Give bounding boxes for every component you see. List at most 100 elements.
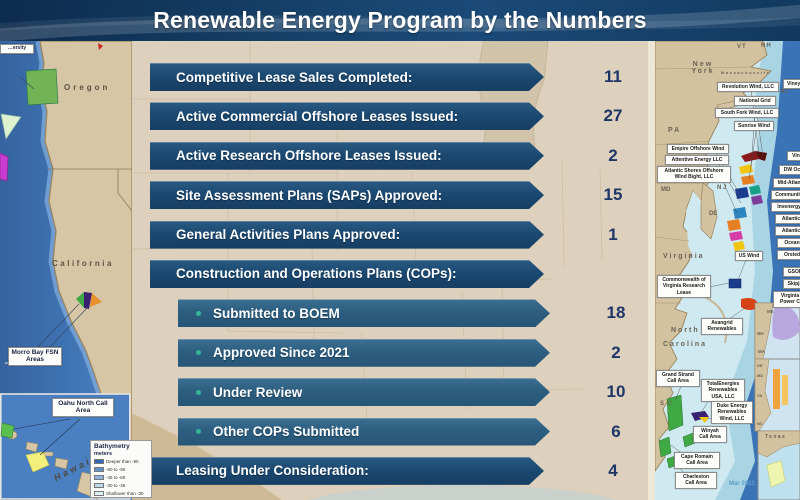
map-date-note: Mar 2023: [729, 481, 755, 487]
stat-banner: Other COPs Submitted: [178, 418, 550, 446]
state-label-sc: S C: [660, 401, 674, 407]
stat-row-sub: Under Review 10: [132, 378, 648, 406]
stat-banner: Leasing Under Consideration:: [150, 457, 544, 485]
inset-label-nh: NH: [757, 331, 764, 336]
state-label-pa: PA: [668, 127, 682, 134]
east-coast-map: VT NH New York Massachusetts R.I PA N J …: [648, 41, 800, 500]
edge-label-mid-atlantic: Mid-Atlant: [773, 178, 800, 189]
west-map-graphic: [0, 41, 132, 500]
central-atlantic-inset: [754, 358, 800, 432]
bullet-icon: [196, 429, 201, 434]
legend-item: -60 to -90: [94, 466, 148, 474]
state-label-de: DE: [709, 211, 718, 217]
stat-row: Leasing Under Consideration: 4: [132, 457, 648, 485]
stat-banner: General Activities Plans Approved:: [150, 221, 544, 249]
edge-label-atlantic-1: Atlantic: [775, 214, 800, 225]
stat-value: 2: [608, 145, 618, 165]
stat-banner: Submitted to BOEM: [178, 299, 550, 327]
stat-banner: Site Assessment Plans (SAPs) Approved:: [150, 181, 544, 209]
stat-row-sub: Other COPs Submitted 6: [132, 418, 648, 446]
bullet-icon: [196, 350, 201, 355]
legend-swatch: [94, 467, 104, 473]
legend-units: meters: [94, 450, 113, 457]
gulf-of-maine-inset: [754, 302, 800, 360]
label-us-wind: US Wind: [735, 251, 763, 262]
morro-leader-line-1: [35, 303, 80, 350]
edge-label-dw: DW Oc: [779, 165, 800, 176]
stat-row: Site Assessment Plans (SAPs) Approved: 1…: [132, 181, 648, 209]
label-grand-strand: Grand Strand Call Area: [656, 370, 700, 387]
magenta-lease-patch: [0, 152, 9, 182]
carolina-call-area-patches: [658, 394, 696, 469]
stats-panel: Competitive Lease Sales Completed: 11 Ac…: [132, 41, 648, 500]
stat-banner: Under Review: [178, 378, 550, 406]
ny-nj-lease-patches: [727, 151, 767, 251]
morro-bay-patch-green: [76, 292, 84, 308]
oahu-patch-yellow: [25, 451, 50, 473]
edge-label-gsoe: GSOE: [783, 267, 800, 278]
morro-bay-patch-orange: [90, 293, 102, 307]
edge-label-vineyard: Vineya: [783, 79, 800, 90]
legend-item: Deeper than -90: [94, 458, 148, 466]
label-atlantic-shores: Atlantic Shores Offshore Wind Bight, LLC: [657, 166, 731, 183]
stat-value: 11: [604, 67, 622, 86]
state-label-md: MD: [661, 187, 671, 193]
edge-label-community: Community: [771, 190, 800, 201]
legend-item: -45 to -60: [94, 474, 148, 482]
bullet-icon: [196, 390, 201, 395]
stat-value: 6: [611, 421, 621, 441]
label-revolution-wind: Revolution Wind, LLC: [717, 82, 779, 93]
state-label-north-carolina-1: North: [671, 327, 700, 334]
stat-row: Active Commercial Offshore Leases Issued…: [132, 102, 648, 130]
stat-value: 1: [608, 224, 618, 244]
label-avangrid: Avangrid Renewables: [701, 318, 743, 335]
stat-row: General Activities Plans Approved: 1: [132, 221, 648, 249]
chesapeake-bay: [686, 191, 705, 267]
stat-value: 18: [606, 303, 626, 323]
inset-label-de: DE: [757, 363, 763, 368]
oahu-patch-green: [0, 422, 15, 439]
stats-list: Competitive Lease Sales Completed: 11 Ac…: [132, 41, 648, 500]
stat-value: 4: [608, 460, 618, 480]
edge-label-virginia-power: Virginia Power C: [773, 291, 800, 308]
humboldt-area-patch: [0, 113, 22, 140]
stat-value: 27: [603, 106, 623, 126]
edge-label-invenergy: Invenergy: [771, 202, 800, 213]
state-label-oregon: Oregon: [64, 83, 111, 92]
state-label-california: California: [52, 259, 114, 268]
label-national-grid: National Grid: [734, 96, 776, 107]
legend-swatch: [94, 459, 104, 465]
label-cape-romain: Cape Romain Call Area: [674, 452, 720, 469]
stat-row-sub: Approved Since 2021 2: [132, 339, 648, 367]
stat-banner: Active Commercial Offshore Leases Issued…: [150, 102, 544, 130]
label-south-fork-wind: South Fork Wind, LLC: [715, 108, 779, 119]
edge-label-ocean: Ocean: [777, 238, 800, 249]
inset-label-me: ME: [767, 309, 774, 314]
label-charleston: Charleston Call Area: [675, 472, 717, 489]
stat-banner: Construction and Operations Plans (COPs)…: [150, 260, 544, 288]
morro-leader-line-2: [47, 306, 89, 350]
bathymetry-legend: Bathymetry meters Deeper than -90 -60 to…: [90, 440, 152, 498]
label-duke-energy: Duke Energy Renewables Wind, LLC: [711, 401, 753, 424]
inset-label-md: MD: [757, 373, 764, 378]
label-commonwealth-virginia: Commonwealth of Virginia Research Lease: [657, 275, 711, 298]
legend-swatch: [94, 491, 104, 497]
stat-row: Active Research Offshore Leases Issued: …: [132, 142, 648, 170]
stat-row: Construction and Operations Plans (COPs)…: [132, 260, 648, 288]
stat-banner: Competitive Lease Sales Completed:: [150, 63, 544, 91]
gulf-of-mexico: [308, 485, 616, 500]
state-label-nh: NH: [761, 43, 772, 49]
state-label-new-york: New York: [691, 61, 715, 75]
morro-bay-fsn-label: Morro Bay FSN Areas: [8, 347, 62, 366]
california-nevada-border: [117, 169, 132, 212]
edge-label-atlantic-2: Atlantic: [775, 226, 800, 237]
inset-label-ma: MA: [758, 349, 765, 354]
stat-row-sub: Submitted to BOEM 18: [132, 299, 648, 327]
legend-title: Bathymetry: [94, 443, 130, 450]
state-label-vt: VT: [737, 44, 747, 50]
oregon-call-area-patch: [25, 68, 59, 106]
stat-banner: Approved Since 2021: [178, 339, 550, 367]
texas-gulf-inset: [757, 430, 800, 500]
partial-label-leader: [19, 76, 35, 90]
